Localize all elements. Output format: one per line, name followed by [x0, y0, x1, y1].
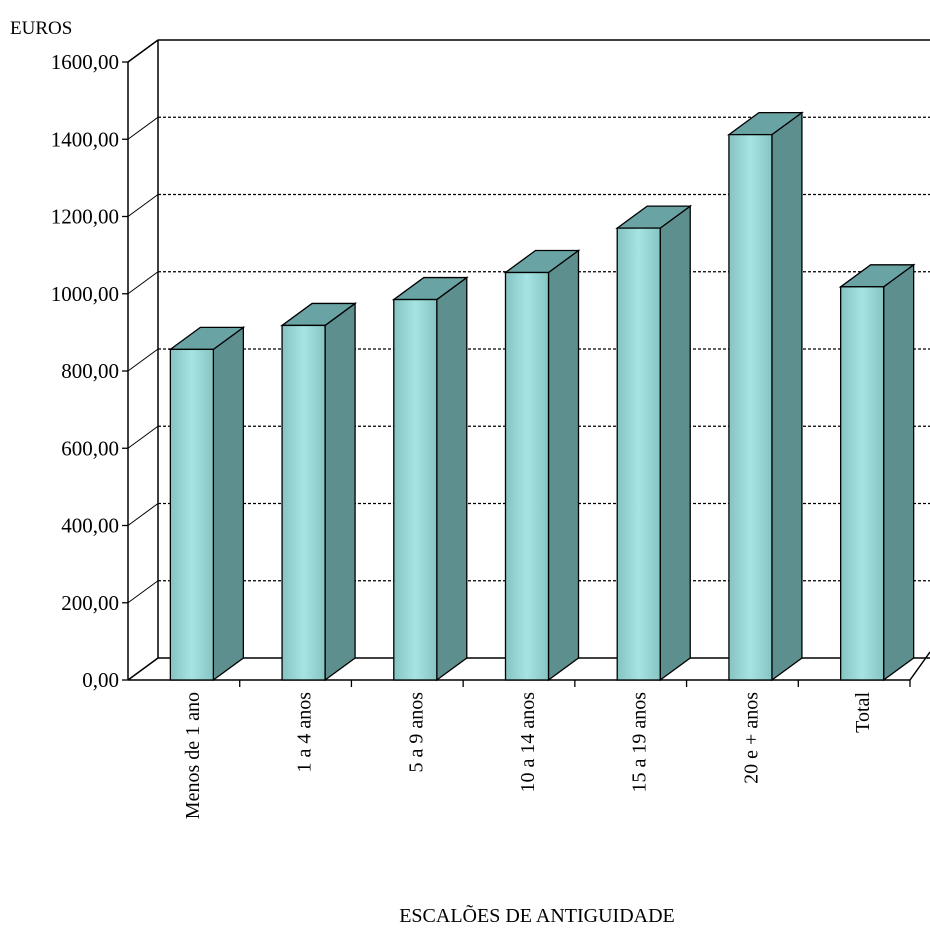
bar-front	[504, 271, 550, 681]
bar	[168, 326, 246, 682]
y-tick-label: 1000,00	[51, 282, 119, 306]
bar	[615, 204, 693, 682]
gridline-side	[127, 503, 159, 526]
bar-side	[771, 111, 803, 682]
bar	[391, 276, 469, 682]
y-axis-unit-label: EUROS	[10, 18, 72, 39]
x-tick-label: 5 a 9 anos	[405, 692, 427, 773]
bar-front	[281, 324, 326, 681]
gridline-side	[127, 348, 159, 372]
bar-front	[616, 227, 661, 681]
x-tick-label: 10 a 14 anos	[517, 692, 539, 793]
bar-front	[169, 348, 215, 681]
bar-front	[393, 298, 438, 681]
y-tick-label: 400,00	[61, 514, 119, 538]
y-tick-label: 1400,00	[51, 127, 119, 151]
bars	[168, 111, 916, 682]
x-tick-label: 15 a 19 anos	[629, 692, 651, 793]
x-tick-label: 20 e + anos	[740, 692, 762, 784]
bar-side	[882, 263, 915, 682]
gridline-side	[127, 194, 159, 217]
bar-side	[324, 302, 356, 682]
y-tick-label: 800,00	[61, 359, 119, 383]
bar	[280, 302, 358, 682]
y-tick-label: 1200,00	[51, 205, 119, 229]
bar-side	[547, 249, 580, 682]
y-tick-label: 1600,00	[51, 50, 119, 74]
gridline-side	[127, 116, 159, 140]
bar	[726, 111, 804, 682]
bar-side	[659, 204, 691, 682]
floor-right-edge	[909, 651, 930, 681]
y-tick-label: 200,00	[61, 591, 119, 615]
y-tick-label: 600,00	[61, 436, 119, 460]
x-tick-label: Menos de 1 ano	[182, 692, 204, 819]
x-tick-label: Total	[852, 692, 874, 733]
bar-front	[728, 133, 773, 681]
y-tick-label: 0,00	[82, 668, 119, 692]
gridline-side	[127, 580, 159, 604]
gridline-side	[127, 425, 159, 449]
bar-front	[839, 286, 885, 681]
bar-side	[436, 276, 468, 682]
y-tick-labels: 0,00 200,00 400,00 600,00 800,00 1000,00 1200,…	[51, 50, 119, 692]
gridline-side	[127, 39, 159, 63]
gridline-side	[127, 271, 159, 295]
bar	[503, 249, 581, 682]
x-tick-label: 1 a 4 anos	[294, 692, 316, 773]
x-axis-title: ESCALÕES DE ANTIGUIDADE	[399, 903, 675, 927]
x-tick-labels: Menos de 1 ano 1 a 4 anos 5 a 9 anos 10 a 1…	[182, 692, 874, 820]
bar-side	[212, 326, 245, 682]
gridline-side	[127, 657, 159, 681]
bar	[838, 263, 916, 682]
